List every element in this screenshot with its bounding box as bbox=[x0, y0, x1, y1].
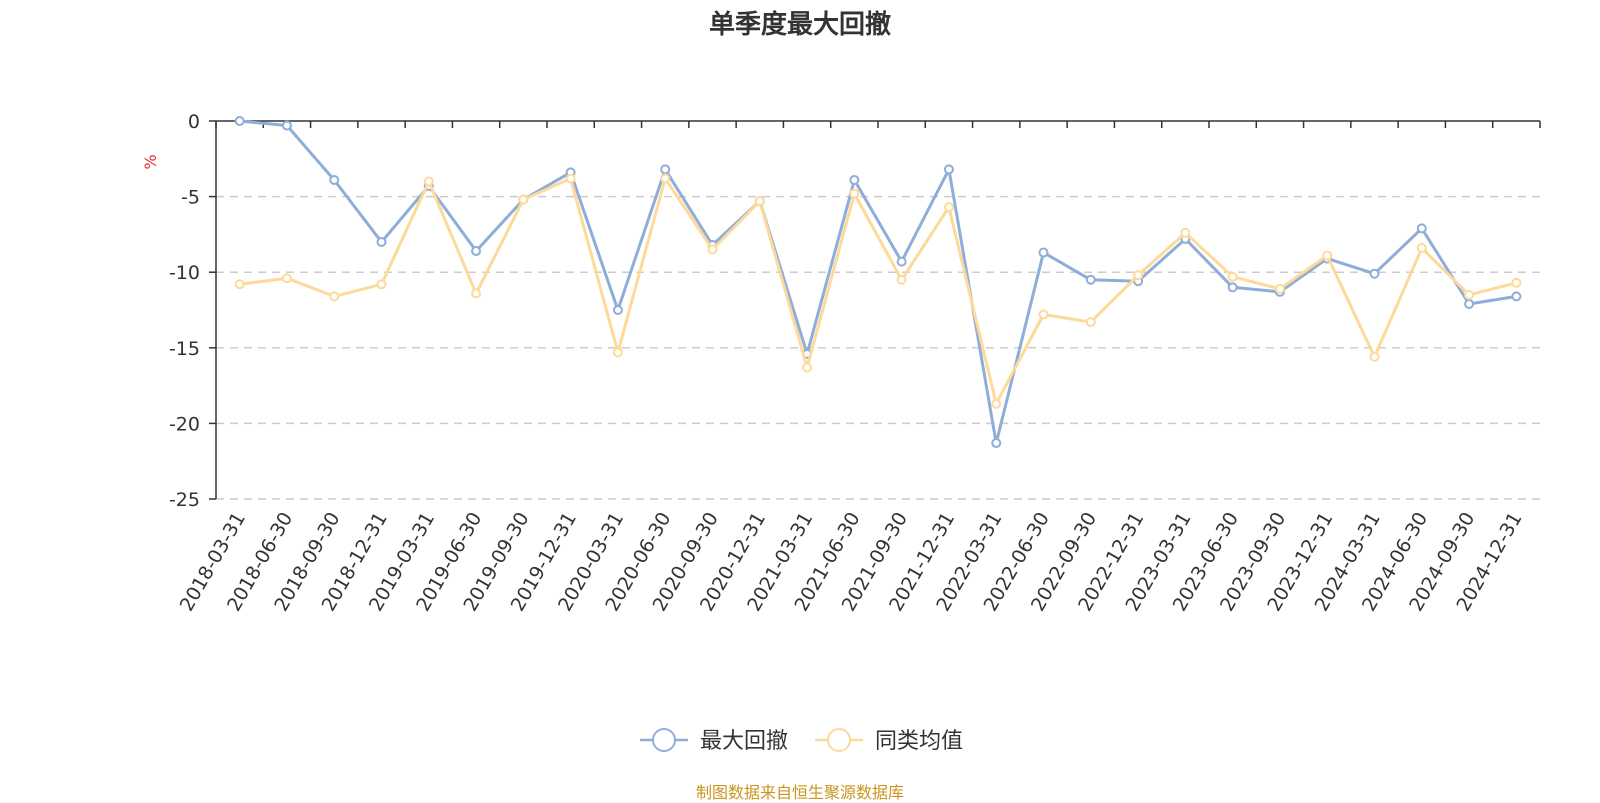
data-point[interactable] bbox=[802, 362, 813, 373]
data-point[interactable] bbox=[849, 174, 860, 185]
data-point[interactable] bbox=[1133, 270, 1144, 281]
data-point[interactable] bbox=[234, 116, 245, 126]
data-point[interactable] bbox=[707, 244, 718, 255]
legend-marker-icon bbox=[652, 728, 676, 752]
data-point[interactable] bbox=[1085, 274, 1096, 285]
data-point[interactable] bbox=[1511, 277, 1522, 288]
data-point[interactable] bbox=[943, 164, 954, 175]
data-point[interactable] bbox=[612, 347, 623, 358]
source-note: 制图数据来自恒生聚源数据库 bbox=[695, 783, 904, 802]
data-point[interactable] bbox=[1085, 317, 1096, 328]
data-point[interactable] bbox=[1038, 247, 1049, 258]
data-point[interactable] bbox=[1464, 289, 1475, 300]
data-point[interactable] bbox=[376, 236, 387, 247]
data-point[interactable] bbox=[376, 279, 387, 290]
y-tick-label: -25 bbox=[169, 489, 200, 511]
legend-label: 最大回撤 bbox=[700, 729, 788, 754]
data-point[interactable] bbox=[943, 202, 954, 213]
data-point[interactable] bbox=[1369, 351, 1380, 362]
y-tick-label: 0 bbox=[188, 111, 200, 133]
data-point[interactable] bbox=[1416, 243, 1427, 254]
legend[interactable]: 最大回撤 同类均值 bbox=[640, 728, 963, 754]
data-point[interactable] bbox=[849, 188, 860, 199]
data-point[interactable] bbox=[660, 164, 671, 175]
data-point[interactable] bbox=[1227, 271, 1238, 282]
data-point[interactable] bbox=[896, 274, 907, 285]
series-2 bbox=[234, 173, 1522, 409]
data-point[interactable] bbox=[991, 398, 1002, 409]
data-point[interactable] bbox=[1274, 283, 1285, 294]
data-point[interactable] bbox=[329, 174, 340, 185]
y-tick-label: -10 bbox=[169, 262, 200, 284]
data-point[interactable] bbox=[754, 196, 765, 207]
data-point[interactable] bbox=[1227, 282, 1238, 293]
data-point[interactable] bbox=[329, 291, 340, 302]
y-tick-label: -5 bbox=[181, 187, 200, 209]
y-axis-unit-label: % bbox=[141, 154, 160, 169]
data-point[interactable] bbox=[471, 288, 482, 299]
y-tick-label: -15 bbox=[169, 338, 200, 360]
data-point[interactable] bbox=[281, 120, 292, 131]
series-lines bbox=[234, 116, 1522, 449]
data-point[interactable] bbox=[1322, 250, 1333, 261]
data-point[interactable] bbox=[1180, 227, 1191, 238]
chart-title: 单季度最大回撤 bbox=[708, 10, 891, 40]
data-point[interactable] bbox=[1416, 223, 1427, 234]
series-line bbox=[239, 177, 1517, 406]
legend-item[interactable]: 最大回撤 bbox=[640, 728, 788, 754]
data-point[interactable] bbox=[1464, 298, 1475, 309]
axes: 0-5-10-15-20-252018-03-312018-06-302018-… bbox=[169, 111, 1541, 615]
data-point[interactable] bbox=[471, 246, 482, 257]
data-point[interactable] bbox=[660, 173, 671, 184]
grid-lines bbox=[216, 195, 1540, 500]
data-point[interactable] bbox=[1038, 309, 1049, 320]
data-point[interactable] bbox=[612, 305, 623, 315]
y-tick-label: -20 bbox=[169, 413, 200, 435]
data-point[interactable] bbox=[896, 256, 907, 267]
data-point[interactable] bbox=[518, 194, 529, 205]
data-point[interactable] bbox=[565, 173, 576, 184]
legend-marker-icon bbox=[827, 728, 851, 752]
series-1 bbox=[234, 116, 1522, 449]
data-point[interactable] bbox=[281, 273, 292, 284]
data-point[interactable] bbox=[991, 438, 1002, 449]
legend-label: 同类均值 bbox=[875, 729, 963, 754]
data-point[interactable] bbox=[234, 279, 245, 290]
data-point[interactable] bbox=[1511, 291, 1522, 302]
series-line bbox=[239, 119, 1517, 445]
data-point[interactable] bbox=[423, 176, 434, 187]
data-point[interactable] bbox=[1369, 268, 1380, 279]
legend-item[interactable]: 同类均值 bbox=[815, 728, 963, 754]
